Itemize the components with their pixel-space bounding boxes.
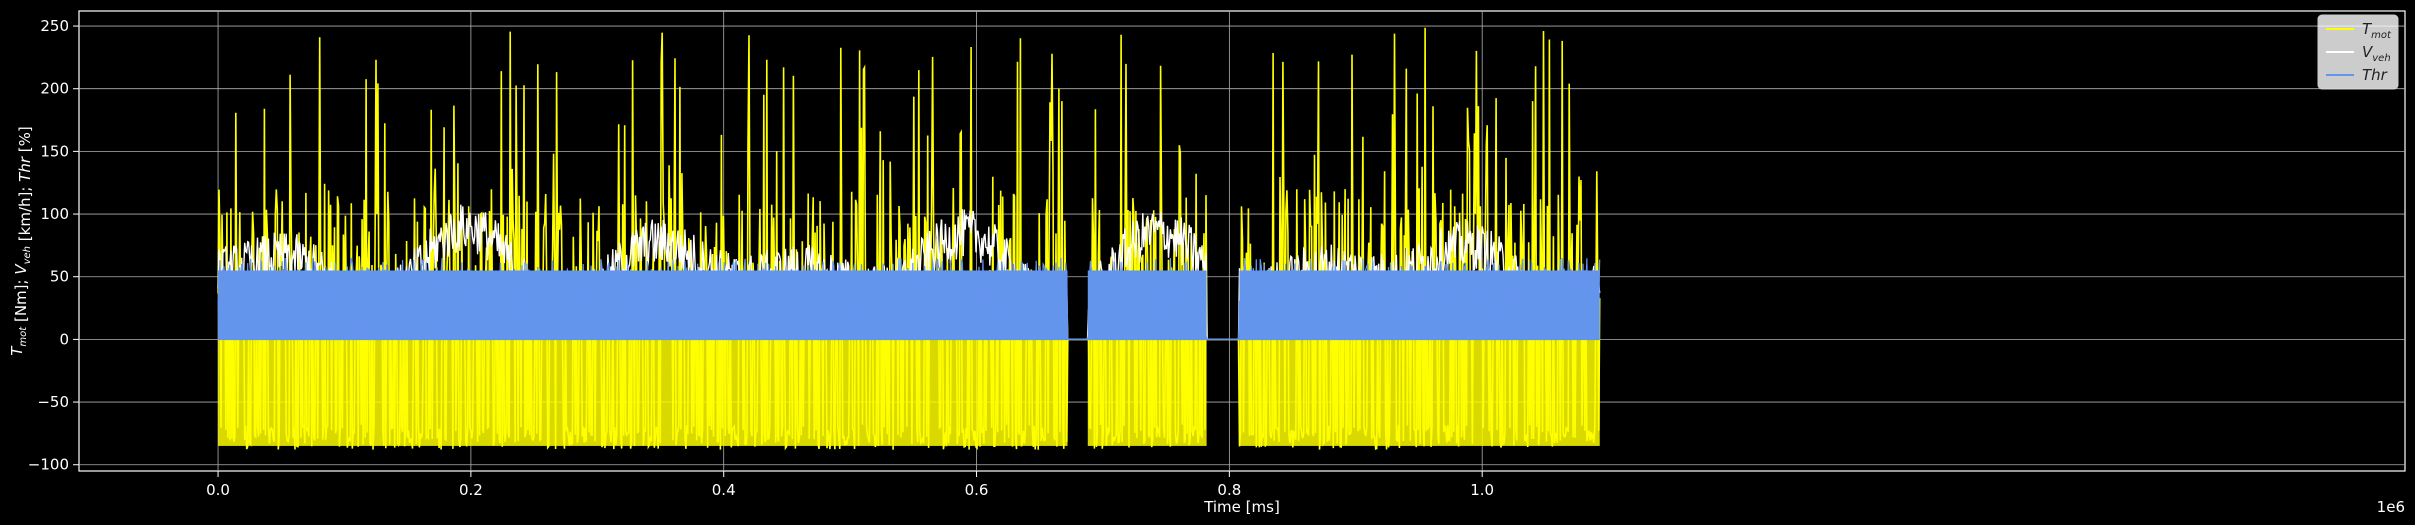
x-axis: 0.0 0.2 0.4 0.6 0.8 1.0 — [206, 471, 1494, 499]
y-tick-label: 150 — [40, 142, 69, 160]
series-band-tmot-neg-1 — [218, 339, 1068, 446]
series-layer — [217, 27, 1601, 451]
x-tick-label: 0.8 — [1217, 481, 1241, 499]
y-tick-label: 250 — [40, 17, 69, 35]
legend-label: Vveh — [2362, 43, 2391, 64]
series-band-tmot-neg-3 — [1239, 339, 1600, 446]
y-tick-label: 200 — [40, 80, 69, 98]
series-line-thr — [217, 257, 1601, 342]
y-tick-label: 0 — [59, 330, 69, 348]
x-axis-label: Time [ms] — [1203, 498, 1280, 516]
series-band-tmot-neg-2 — [1087, 339, 1207, 446]
legend-label: Tmot — [2362, 20, 2392, 41]
x-tick-label: 1.0 — [1470, 481, 1494, 499]
legend-label: Thr — [2362, 66, 2388, 84]
x-tick-label: 0.4 — [712, 481, 736, 499]
y-tick-label: −100 — [28, 456, 69, 474]
x-tick-label: 0.0 — [206, 481, 230, 499]
plot-area — [78, 10, 2406, 472]
legend-box — [2317, 14, 2399, 90]
y-axis-label: Tmot [Nm]; Vveh [km/h]; Thr [%] — [8, 126, 34, 356]
y-tick-label: −50 — [37, 393, 69, 411]
y-tick-label: 100 — [40, 205, 69, 223]
x-tick-label: 0.6 — [965, 481, 989, 499]
x-tick-label: 0.2 — [459, 481, 483, 499]
x-axis-offset-label: 1e6 — [2377, 498, 2405, 516]
y-axis: −100 −50 0 50 100 150 200 250 — [28, 17, 79, 474]
y-tick-label: 50 — [50, 268, 69, 286]
